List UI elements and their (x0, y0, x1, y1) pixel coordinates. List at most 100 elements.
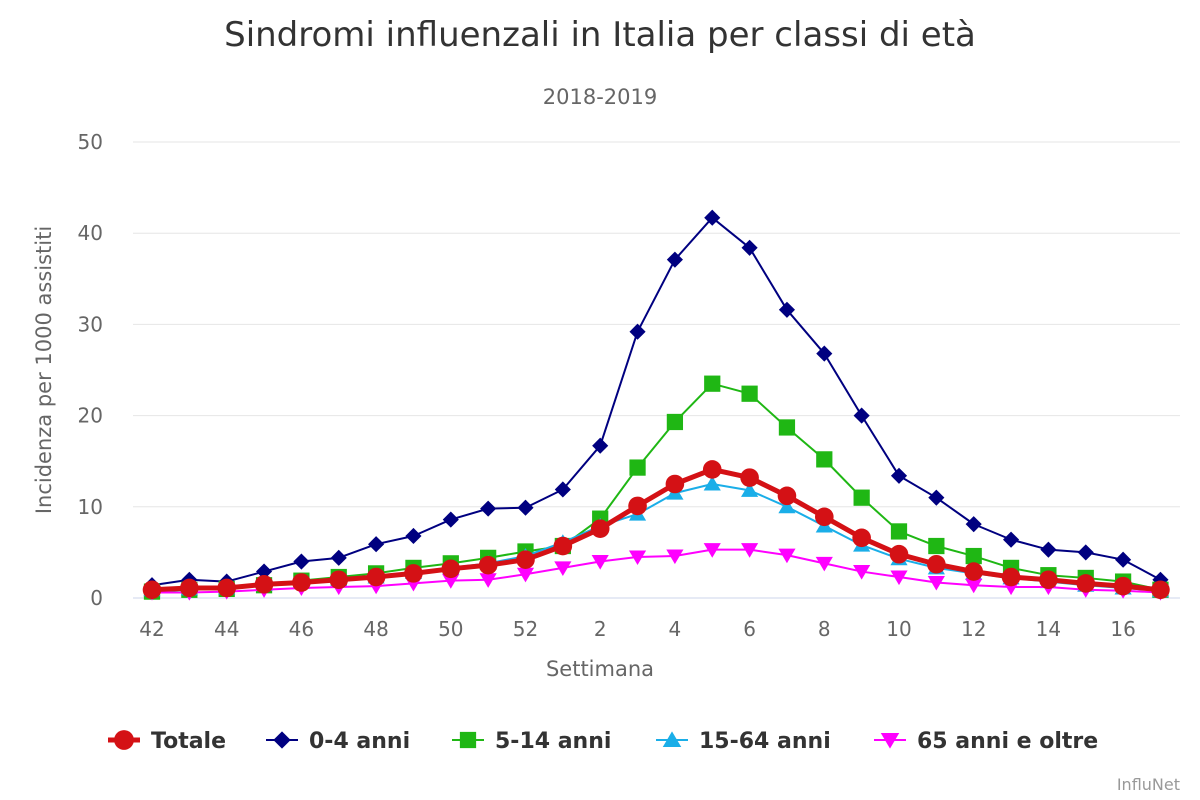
data-point-65-anni-e-oltre[interactable] (628, 550, 647, 566)
data-point-0-4-anni[interactable] (1002, 531, 1020, 548)
data-point-65-anni-e-oltre[interactable] (703, 543, 721, 558)
data-point-totale[interactable] (1039, 570, 1058, 590)
data-point-0-4-anni[interactable] (666, 251, 683, 268)
data-point-65-anni-e-oltre[interactable] (778, 548, 796, 564)
data-point-5-14-anni[interactable] (965, 547, 982, 565)
x-tick-label: 46 (289, 617, 314, 641)
data-point-totale[interactable] (404, 564, 423, 583)
data-point-0-4-anni[interactable] (480, 500, 497, 517)
data-point-5-14-anni[interactable] (741, 385, 758, 402)
data-point-5-14-anni[interactable] (816, 451, 833, 468)
data-point-totale[interactable] (366, 567, 386, 587)
data-point-0-4-anni[interactable] (592, 437, 609, 454)
data-point-0-4-anni[interactable] (890, 467, 908, 484)
data-point-5-14-anni[interactable] (629, 459, 646, 476)
data-point-5-14-anni[interactable] (704, 375, 721, 392)
data-point-totale[interactable] (1001, 567, 1021, 587)
data-point-65-anni-e-oltre[interactable] (853, 565, 871, 580)
data-point-totale[interactable] (292, 573, 311, 592)
data-point-0-4-anni[interactable] (517, 499, 534, 516)
data-point-15-64-anni[interactable] (741, 482, 759, 497)
chart-subtitle: 2018-2019 (543, 85, 657, 109)
data-point-5-14-anni[interactable] (928, 537, 945, 555)
data-point-5-14-anni[interactable] (853, 489, 870, 506)
credits-link[interactable]: InfluNet (1117, 775, 1180, 794)
data-point-65-anni-e-oltre[interactable] (442, 574, 460, 589)
data-point-totale[interactable] (478, 555, 498, 575)
series-line-totale (149, 466, 1163, 593)
legend-marker[interactable] (459, 731, 477, 749)
data-point-65-anni-e-oltre[interactable] (554, 561, 572, 576)
data-point-totale[interactable] (1076, 574, 1096, 593)
data-point-0-4-anni[interactable] (1040, 541, 1057, 558)
legend-item-5-14-anni[interactable]: 5-14 anni (452, 729, 611, 754)
data-point-totale[interactable] (590, 519, 610, 538)
data-point-5-14-anni[interactable] (890, 523, 908, 540)
legend-item-totale[interactable]: Totale (108, 729, 226, 754)
data-point-totale[interactable] (852, 528, 871, 548)
data-point-65-anni-e-oltre[interactable] (927, 575, 945, 591)
data-point-0-4-anni[interactable] (778, 301, 796, 318)
data-point-totale[interactable] (889, 544, 909, 564)
legend-marker[interactable] (662, 731, 682, 747)
data-point-totale[interactable] (665, 474, 685, 494)
data-point-15-64-anni[interactable] (778, 498, 796, 514)
data-point-0-4-anni[interactable] (965, 516, 982, 533)
data-point-65-anni-e-oltre[interactable] (815, 556, 833, 572)
data-point-totale[interactable] (180, 578, 199, 598)
legend-item-65-anni-e-oltre[interactable]: 65 anni e oltre (874, 729, 1098, 754)
data-point-5-14-anni[interactable] (778, 419, 796, 436)
data-point-totale[interactable] (628, 496, 647, 516)
data-point-0-4-anni[interactable] (853, 407, 870, 424)
data-point-65-anni-e-oltre[interactable] (741, 543, 759, 558)
data-point-totale[interactable] (964, 562, 983, 581)
data-point-5-14-anni[interactable] (666, 413, 684, 431)
data-point-0-4-anni[interactable] (816, 345, 833, 362)
data-point-0-4-anni[interactable] (704, 209, 721, 226)
data-point-0-4-anni[interactable] (255, 563, 273, 580)
data-point-totale[interactable] (815, 507, 834, 527)
data-point-0-4-anni[interactable] (293, 553, 310, 570)
legend-marker[interactable] (114, 730, 134, 750)
data-point-0-4-anni[interactable] (1115, 551, 1132, 568)
legend: Totale 0-4 anni 5-14 anni 15-64 anni 65 anni… (108, 729, 1098, 754)
data-point-65-anni-e-oltre[interactable] (890, 570, 908, 586)
data-point-totale[interactable] (516, 550, 535, 569)
series-totale (142, 460, 1170, 600)
x-tick-label: 44 (214, 617, 239, 641)
data-point-totale[interactable] (702, 460, 722, 479)
legend-marker[interactable] (880, 733, 900, 749)
data-point-totale[interactable] (553, 536, 573, 556)
data-point-65-anni-e-oltre[interactable] (591, 555, 609, 570)
data-point-0-4-anni[interactable] (368, 536, 385, 553)
data-point-65-anni-e-oltre[interactable] (666, 549, 684, 565)
data-point-0-4-anni[interactable] (741, 239, 758, 256)
data-point-totale[interactable] (142, 580, 162, 600)
data-point-0-4-anni[interactable] (330, 549, 347, 566)
data-point-totale[interactable] (927, 554, 946, 574)
data-point-65-anni-e-oltre[interactable] (479, 573, 497, 588)
data-point-totale[interactable] (1151, 580, 1170, 600)
legend-marker[interactable] (273, 731, 291, 749)
chart-title: Sindromi influenzali in Italia per class… (224, 15, 976, 55)
data-point-totale[interactable] (441, 559, 461, 579)
data-point-totale[interactable] (329, 570, 349, 590)
data-point-0-4-anni[interactable] (442, 511, 459, 528)
legend-label: 5-14 anni (495, 729, 611, 754)
data-point-0-4-anni[interactable] (1077, 544, 1094, 561)
data-point-totale[interactable] (740, 468, 759, 487)
data-point-totale[interactable] (777, 486, 797, 506)
series-0-4-anni (143, 209, 1169, 594)
data-point-0-4-anni[interactable] (405, 527, 422, 545)
data-point-0-4-anni[interactable] (629, 323, 646, 340)
data-point-totale[interactable] (1113, 576, 1133, 596)
legend-item-15-64-anni[interactable]: 15-64 anni (656, 729, 831, 754)
data-point-65-anni-e-oltre[interactable] (965, 578, 983, 594)
legend-item-0-4-anni[interactable]: 0-4 anni (266, 729, 410, 754)
data-point-totale[interactable] (254, 575, 274, 594)
data-point-65-anni-e-oltre[interactable] (516, 567, 535, 583)
data-point-15-64-anni[interactable] (703, 475, 721, 491)
data-point-0-4-anni[interactable] (928, 489, 945, 506)
data-point-totale[interactable] (217, 578, 236, 598)
data-point-0-4-anni[interactable] (554, 481, 571, 498)
